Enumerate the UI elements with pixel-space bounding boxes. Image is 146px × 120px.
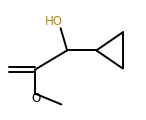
Text: HO: HO xyxy=(45,15,63,28)
Text: O: O xyxy=(31,93,40,105)
